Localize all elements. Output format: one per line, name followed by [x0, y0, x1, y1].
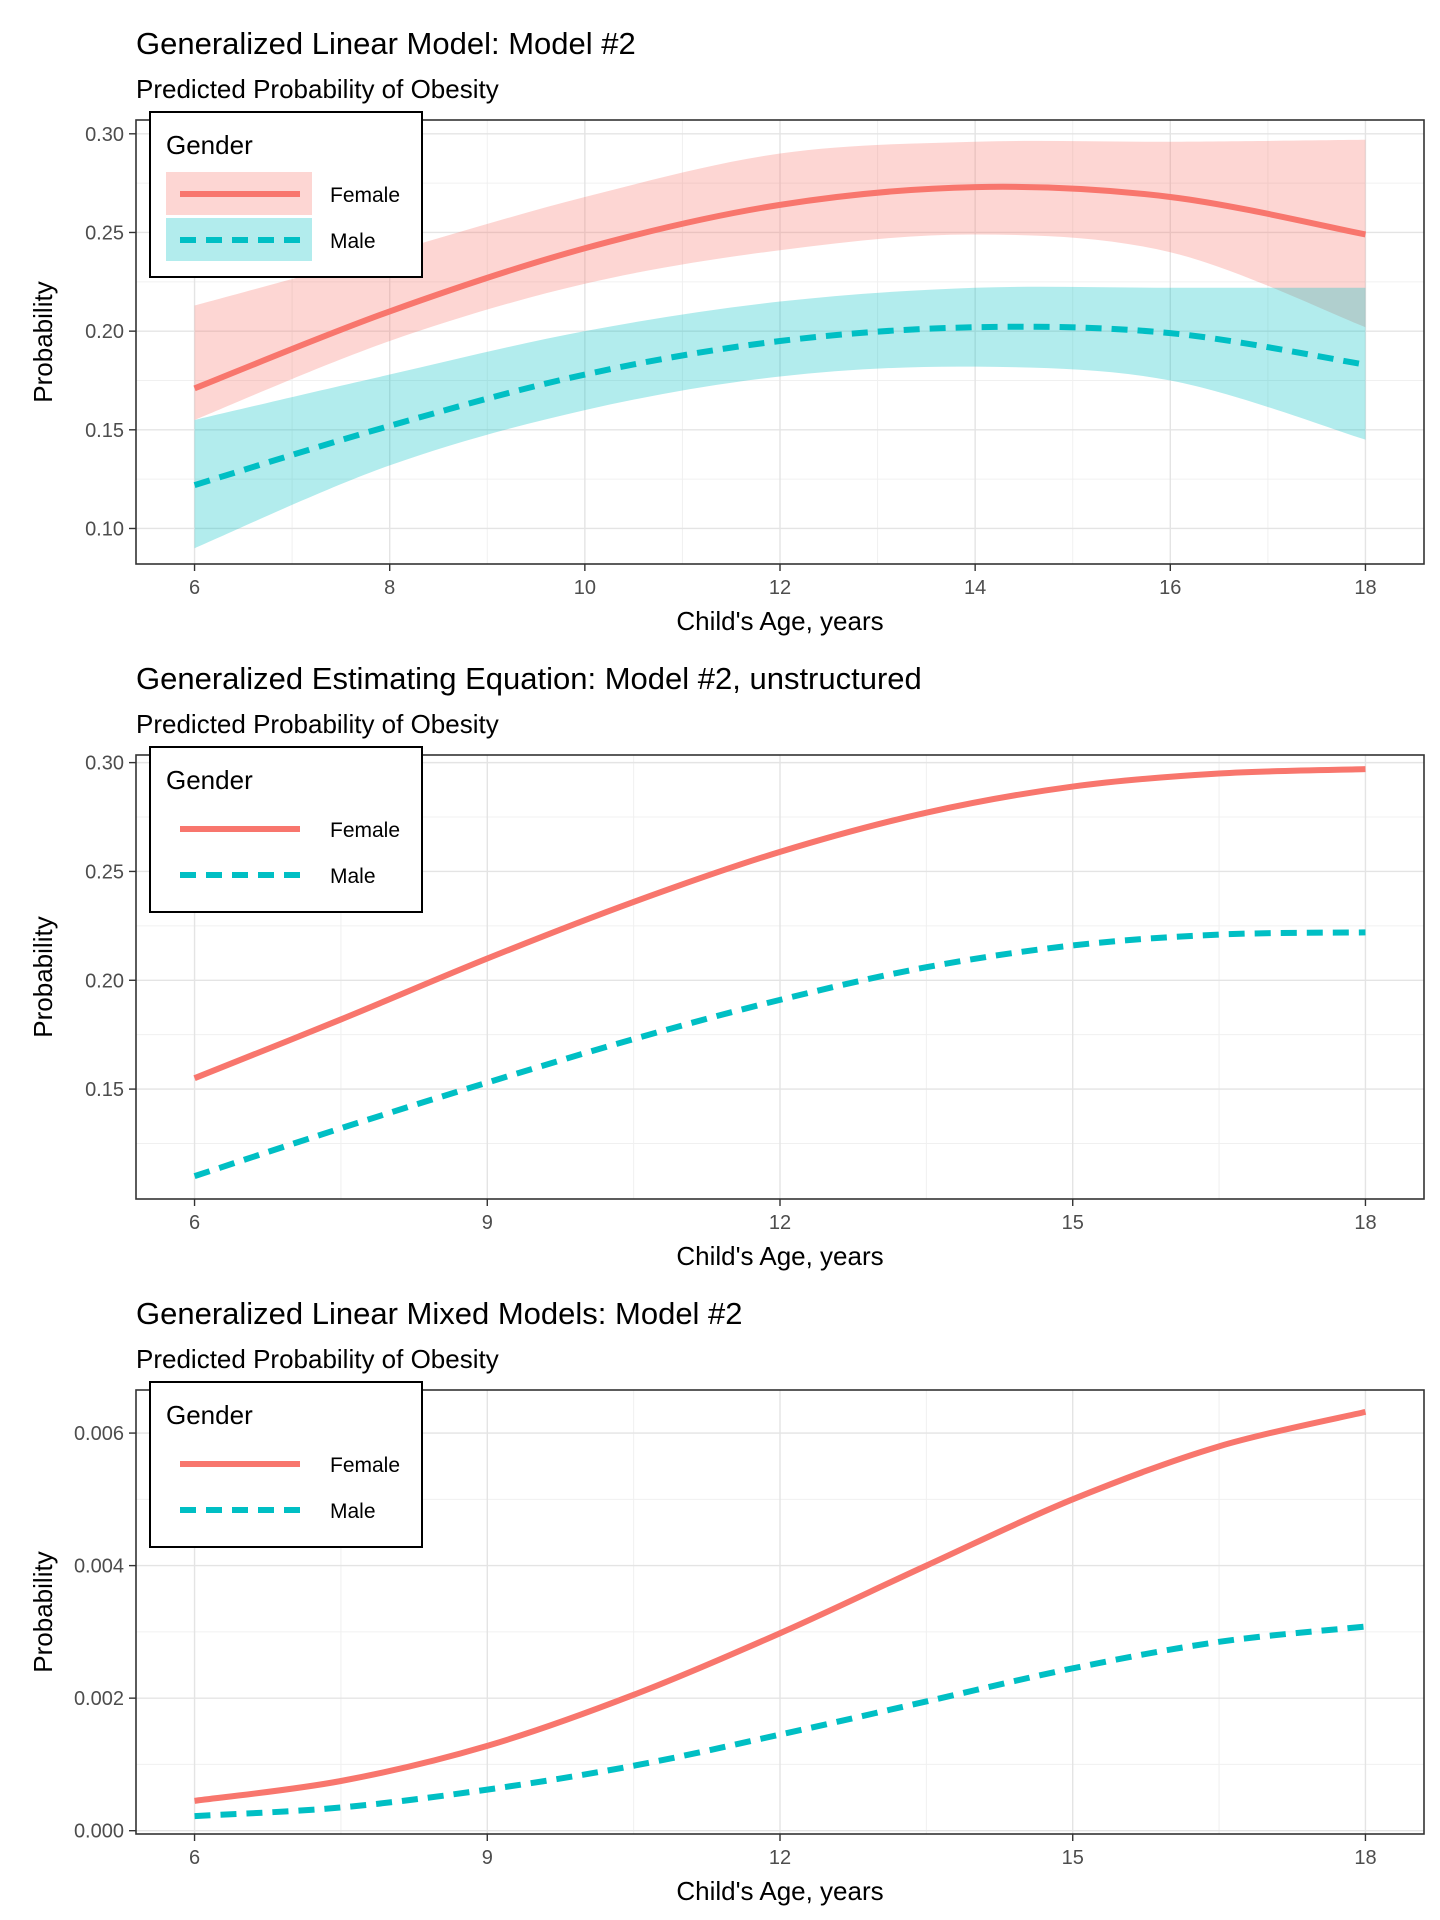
x-tick-label: 14 — [964, 577, 986, 599]
chart-subtitle: Predicted Probability of Obesity — [136, 709, 499, 739]
x-tick-label: 18 — [1354, 577, 1376, 599]
y-tick-label: 0.25 — [85, 222, 124, 244]
legend: Gender Female Male — [149, 746, 423, 913]
series-line-female — [193, 766, 1366, 1081]
x-tick-label: 12 — [769, 1212, 791, 1234]
y-axis-title: Probability — [28, 281, 58, 402]
x-tick-label: 9 — [482, 1847, 493, 1869]
y-tick-label: 0.25 — [85, 861, 124, 883]
x-axis-title: Child's Age, years — [676, 606, 883, 636]
legend-label-female: Female — [330, 1454, 400, 1477]
gridlines — [136, 120, 1424, 564]
x-tick-label: 9 — [482, 1212, 493, 1234]
legend-label-female: Female — [330, 819, 400, 842]
series-line-male — [193, 323, 1366, 488]
y-tick-label: 0.30 — [85, 753, 124, 775]
y-tick-label: 0.30 — [85, 124, 124, 146]
chart-panel-1: Generalized Linear Model: Model #2 Predic… — [28, 26, 1425, 636]
x-axis-title: Child's Age, years — [676, 1241, 883, 1271]
x-tick-label: 15 — [1062, 1847, 1084, 1869]
gridlines — [136, 755, 1424, 1199]
y-tick-label: 0.15 — [85, 1079, 124, 1101]
y-tick-label: 0.000 — [74, 1821, 124, 1843]
x-tick-label: 15 — [1062, 1212, 1084, 1234]
x-tick-label: 6 — [189, 577, 200, 599]
y-axis-title: Probability — [28, 1551, 58, 1672]
y-tick-label: 0.20 — [85, 970, 124, 992]
chart-panel-3: Generalized Linear Mixed Models: Model #… — [28, 1296, 1425, 1906]
x-tick-label: 16 — [1159, 577, 1181, 599]
chart-title: Generalized Linear Model: Model #2 — [136, 26, 636, 61]
legend-label-male: Male — [330, 230, 376, 253]
x-tick-label: 12 — [769, 577, 791, 599]
chart-subtitle: Predicted Probability of Obesity — [136, 1344, 499, 1374]
chart-subtitle: Predicted Probability of Obesity — [136, 74, 499, 104]
confidence-band-male — [194, 286, 1366, 549]
legend-label-male: Male — [330, 865, 376, 888]
x-tick-label: 18 — [1354, 1847, 1376, 1869]
chart-title: Generalized Linear Mixed Models: Model #… — [136, 1296, 743, 1331]
y-tick-label: 0.006 — [74, 1423, 124, 1445]
x-axis-title: Child's Age, years — [676, 1876, 883, 1906]
y-tick-label: 0.004 — [74, 1556, 124, 1578]
x-tick-label: 18 — [1354, 1212, 1376, 1234]
series-line-male — [194, 1623, 1366, 1820]
y-axis-title: Probability — [28, 916, 58, 1037]
legend-title: Gender — [166, 765, 253, 795]
series-line-male — [193, 929, 1366, 1180]
series-line-female — [194, 1408, 1367, 1804]
legend-label-female: Female — [330, 184, 400, 207]
y-tick-label: 0.15 — [85, 420, 124, 442]
legend: Gender Female Male — [149, 1381, 423, 1548]
legend-title: Gender — [166, 130, 253, 160]
y-tick-label: 0.10 — [85, 518, 124, 540]
series-line-female — [193, 183, 1367, 392]
x-tick-label: 6 — [189, 1847, 200, 1869]
x-tick-label: 10 — [574, 577, 596, 599]
legend-title: Gender — [166, 1400, 253, 1430]
chart-title: Generalized Estimating Equation: Model #… — [136, 661, 922, 696]
x-tick-label: 8 — [384, 577, 395, 599]
confidence-band-female — [194, 139, 1366, 420]
x-tick-label: 6 — [189, 1212, 200, 1234]
legend-label-male: Male — [330, 1500, 376, 1523]
y-tick-label: 0.002 — [74, 1688, 124, 1710]
legend: Gender Female Male — [149, 111, 423, 278]
x-tick-label: 12 — [769, 1847, 791, 1869]
y-tick-label: 0.20 — [85, 321, 124, 343]
chart-panel-2: Generalized Estimating Equation: Model #… — [28, 661, 1425, 1271]
